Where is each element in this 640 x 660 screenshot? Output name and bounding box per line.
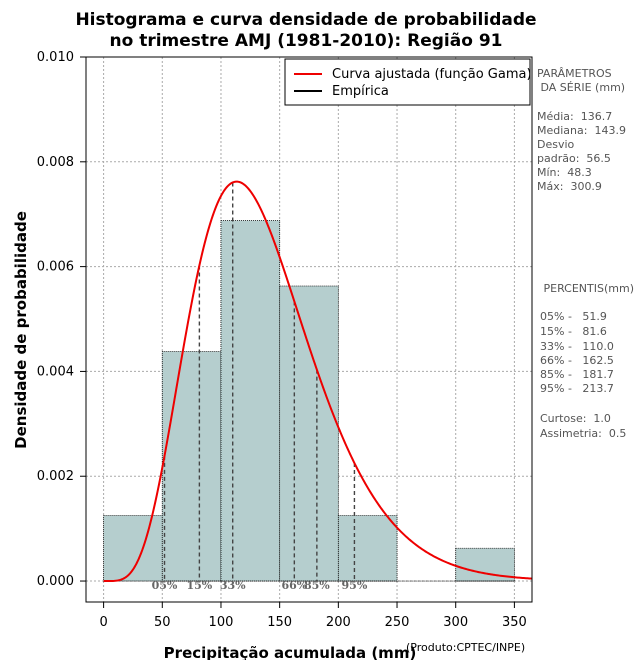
percentile-label-66%: 66% (281, 579, 307, 592)
param-mediana: Mediana: 143.9 (537, 124, 626, 137)
y-tick-label-5: 0.010 (37, 50, 74, 65)
percentil-66: 66% - 162.5 (540, 354, 614, 367)
histogram-bar-2 (220, 220, 281, 582)
series-parameters-panel: PARÂMETROS DA SÉRIE (mm) Média: 136.7 Me… (537, 67, 626, 193)
params-title-2: DA SÉRIE (mm) (537, 81, 625, 94)
histogram-bar-4 (337, 515, 398, 582)
histogram-bar-3 (279, 285, 339, 582)
params-title-1: PARÂMETROS (537, 67, 612, 80)
y-tick-label-3: 0.006 (37, 260, 74, 275)
histogram-bar-1 (161, 351, 222, 582)
x-tick-label-5: 250 (385, 615, 410, 630)
percentis-title: PERCENTIS(mm) (540, 282, 634, 295)
percentil-05: 05% - 51.9 (540, 310, 607, 323)
curtose: Curtose: 1.0 (540, 412, 611, 425)
percentil-15: 15% - 81.6 (540, 325, 607, 338)
assimetria: Assimetria: 0.5 (540, 427, 626, 440)
x-tick-label-7: 350 (502, 615, 527, 630)
percentil-33: 33% - 110.0 (540, 340, 614, 353)
y-tick-label-2: 0.004 (37, 364, 74, 379)
x-tick-label-1: 50 (154, 615, 171, 630)
x-axis-ticks: 0 50 100 150 200 250 300 350 (99, 602, 527, 630)
y-tick-label-4: 0.008 (37, 155, 74, 170)
y-tick-label-0: 0.000 (37, 574, 74, 589)
percentil-95: 95% - 213.7 (540, 382, 614, 395)
x-tick-label-0: 0 (99, 615, 107, 630)
y-axis-ticks: 0.000 0.002 0.004 0.006 0.008 0.010 (37, 50, 86, 589)
x-tick-label-6: 300 (443, 615, 468, 630)
percentile-labels: 05% 15% 33% 66%85% 95% (152, 579, 368, 592)
param-media: Média: 136.7 (537, 110, 612, 123)
percentile-label-95%: 95% (342, 579, 368, 592)
gamma-curve (103, 180, 533, 583)
x-tick-label-2: 100 (209, 615, 234, 630)
x-tick-label-3: 150 (267, 615, 292, 630)
chart-title-line1: Histograma e curva densidade de probabil… (75, 10, 536, 30)
param-desvio-1: Desvio (537, 138, 575, 151)
y-tick-label-1: 0.002 (37, 469, 74, 484)
legend: Curva ajustada (função Gama) Empírica (284, 58, 532, 106)
y-axis-label: Densidade de probabilidade (12, 211, 30, 449)
product-credit: (Produto:CPTEC/INPE) (406, 641, 525, 654)
param-min: Mín: 48.3 (537, 166, 592, 179)
x-tick-label-4: 200 (326, 615, 351, 630)
percentile-lines (163, 182, 356, 582)
chart-title-line2: no trimestre AMJ (1981-2010): Região 91 (110, 31, 503, 51)
legend-label-fit: Curva ajustada (função Gama) (332, 67, 532, 82)
param-max: Máx: 300.9 (537, 180, 602, 193)
legend-box (284, 58, 531, 106)
percentile-label-05%: 05% (152, 579, 178, 592)
percentil-85: 85% - 181.7 (540, 368, 614, 381)
percentile-label-15%: 15% (186, 579, 212, 592)
plot-frame (85, 56, 533, 603)
histogram-bars (103, 220, 515, 582)
percentile-label-85%: 85% (304, 579, 330, 592)
legend-label-empirical: Empírica (332, 84, 389, 99)
x-axis-label: Precipitação acumulada (mm) (164, 644, 417, 660)
percentile-label-33%: 33% (220, 579, 246, 592)
percentiles-panel: PERCENTIS(mm) 05% - 51.9 15% - 81.6 33% … (540, 282, 634, 440)
param-desvio-2: padrão: 56.5 (537, 152, 611, 165)
